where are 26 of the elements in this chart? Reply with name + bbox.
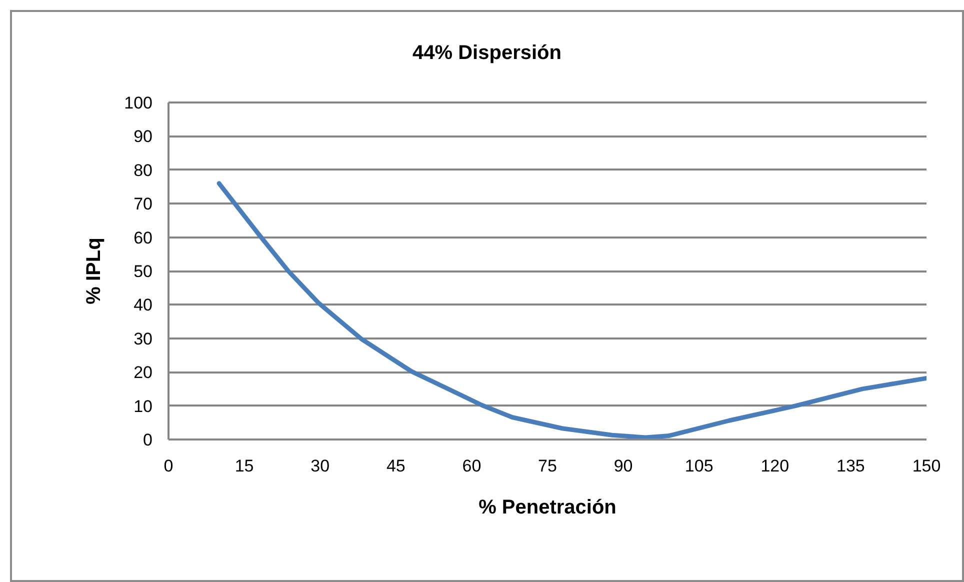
y-tick-label: 20 bbox=[134, 363, 153, 382]
y-axis-title: % IPLq bbox=[83, 238, 106, 304]
x-tick-label: 75 bbox=[538, 456, 557, 476]
x-tick-label: 150 bbox=[912, 456, 941, 476]
y-tick-label: 100 bbox=[124, 94, 153, 112]
x-tick-label: 90 bbox=[614, 456, 633, 476]
y-tick-label: 40 bbox=[134, 296, 153, 315]
y-tick-label: 10 bbox=[134, 396, 153, 416]
x-tick-label: 60 bbox=[462, 456, 482, 476]
x-tick-label: 30 bbox=[310, 456, 330, 476]
y-tick-label: 80 bbox=[134, 160, 153, 180]
y-tick-label: 60 bbox=[134, 228, 153, 248]
y-tick-label: 30 bbox=[134, 329, 153, 348]
x-tick-label: 0 bbox=[164, 456, 174, 476]
x-tick-label: 105 bbox=[684, 456, 714, 476]
chart-title: 44% Dispersión bbox=[412, 41, 562, 66]
x-tick-label: 15 bbox=[234, 456, 254, 476]
x-axis-title: % Penetración bbox=[478, 496, 616, 518]
y-tick-label: 0 bbox=[143, 430, 153, 450]
x-tick-label: 120 bbox=[760, 456, 790, 476]
x-tick-label: 45 bbox=[386, 456, 406, 476]
y-tick-label: 90 bbox=[134, 127, 153, 146]
line-series bbox=[216, 181, 926, 440]
y-tick-label: 50 bbox=[134, 262, 153, 281]
x-tick-label: 135 bbox=[836, 456, 865, 476]
y-tick-label: 70 bbox=[134, 194, 153, 214]
